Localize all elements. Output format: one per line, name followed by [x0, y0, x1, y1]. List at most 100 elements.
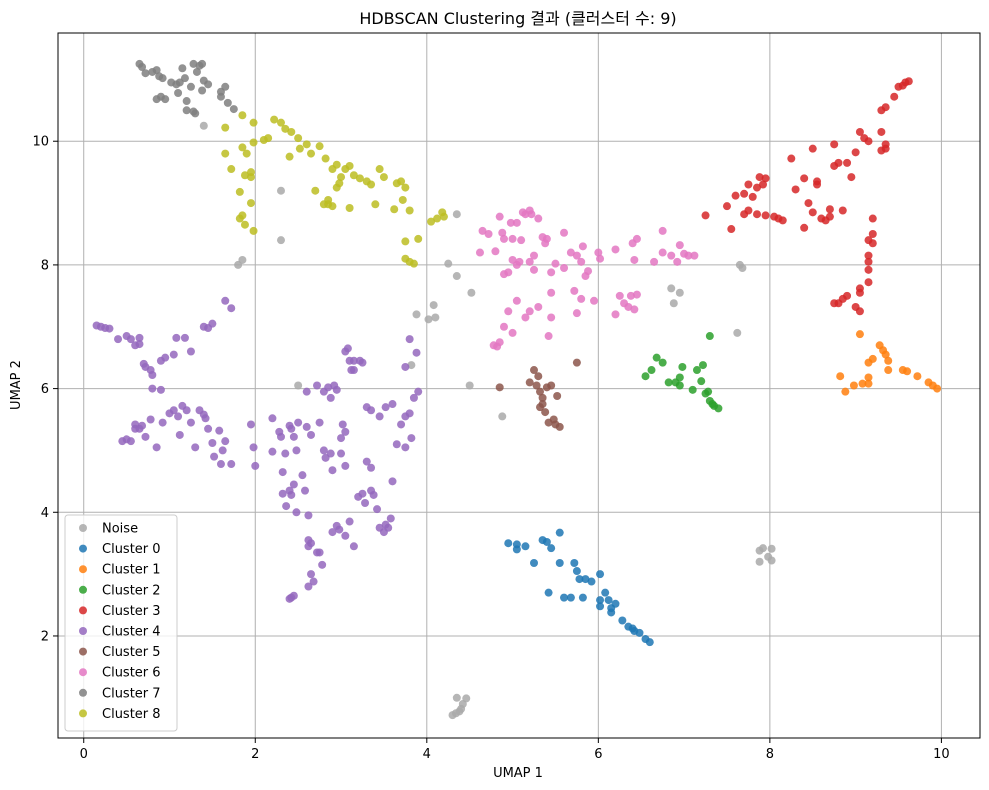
data-point	[307, 430, 316, 439]
data-point	[221, 82, 230, 91]
data-point	[169, 350, 178, 359]
x-tick-label: 8	[766, 747, 774, 762]
data-point	[521, 313, 530, 322]
data-point	[577, 257, 586, 266]
data-point	[560, 264, 569, 272]
data-point	[138, 63, 147, 72]
data-point	[855, 127, 864, 136]
legend-marker	[79, 606, 87, 615]
data-point	[590, 296, 599, 305]
data-point	[604, 596, 613, 605]
data-point	[309, 577, 318, 586]
data-point	[311, 186, 320, 195]
data-point	[452, 210, 461, 219]
data-point	[431, 313, 440, 322]
data-point	[489, 341, 498, 350]
scatter-points	[92, 59, 942, 720]
data-point	[499, 270, 508, 279]
data-point	[362, 457, 371, 466]
data-point	[541, 239, 550, 248]
data-point	[405, 206, 414, 215]
data-point	[227, 165, 236, 174]
data-point	[414, 387, 423, 396]
data-point	[864, 251, 873, 260]
data-point	[180, 333, 189, 342]
data-point	[830, 299, 839, 308]
data-point	[304, 542, 313, 551]
data-point	[401, 443, 410, 452]
data-point	[855, 288, 864, 297]
data-point	[180, 74, 189, 83]
data-point	[289, 591, 298, 600]
data-point	[367, 180, 376, 189]
data-point	[738, 264, 747, 272]
legend-label: Cluster 1	[102, 563, 161, 578]
data-point	[530, 366, 539, 375]
data-point	[658, 358, 667, 367]
data-point	[767, 556, 776, 565]
data-point	[884, 356, 893, 365]
data-point	[864, 236, 873, 245]
data-point	[268, 414, 277, 423]
data-point	[358, 489, 367, 498]
data-point	[624, 302, 633, 311]
x-tick-label: 6	[594, 747, 602, 762]
x-tick-label: 0	[80, 747, 88, 762]
data-point	[630, 305, 639, 314]
data-point	[379, 173, 388, 182]
data-point	[328, 202, 337, 211]
data-point	[221, 123, 230, 132]
data-point	[825, 205, 834, 214]
y-tick-label: 2	[41, 629, 49, 644]
data-point	[675, 241, 684, 250]
data-point	[345, 204, 354, 213]
data-point	[292, 508, 301, 517]
y-tick-label: 8	[41, 258, 49, 273]
data-point	[688, 385, 697, 394]
data-point	[388, 400, 397, 409]
data-point	[276, 432, 285, 441]
data-point	[285, 152, 294, 161]
data-point	[808, 144, 817, 153]
data-point	[433, 214, 442, 223]
data-point	[238, 255, 247, 264]
data-point	[452, 272, 461, 281]
data-point	[632, 234, 641, 243]
data-point	[373, 505, 382, 514]
data-point	[575, 575, 584, 584]
data-point	[596, 254, 605, 263]
data-point	[238, 143, 247, 152]
data-point	[913, 372, 922, 381]
data-point	[152, 66, 161, 75]
data-point	[172, 333, 181, 342]
data-point	[332, 385, 341, 394]
series-cluster-1	[836, 330, 942, 396]
data-point	[527, 210, 536, 219]
data-point	[868, 214, 877, 223]
series-cluster-4	[92, 296, 423, 603]
data-point	[182, 106, 191, 115]
data-point	[401, 183, 410, 192]
data-point	[864, 278, 873, 287]
data-point	[369, 490, 378, 499]
data-point	[204, 424, 213, 433]
data-point	[525, 257, 534, 266]
data-point	[555, 558, 564, 567]
data-point	[767, 544, 776, 553]
legend-label: Cluster 5	[102, 645, 161, 660]
data-point	[161, 353, 170, 362]
data-point	[189, 59, 198, 68]
data-point	[174, 88, 183, 97]
data-point	[307, 570, 316, 579]
data-point	[652, 353, 661, 362]
data-point	[690, 251, 699, 260]
data-point	[864, 257, 873, 266]
data-point	[146, 415, 155, 424]
data-point	[295, 144, 304, 153]
data-point	[161, 95, 170, 104]
data-point	[208, 439, 217, 448]
data-point	[281, 124, 290, 133]
data-point	[904, 77, 913, 86]
data-point	[499, 322, 508, 331]
data-point	[581, 575, 590, 584]
